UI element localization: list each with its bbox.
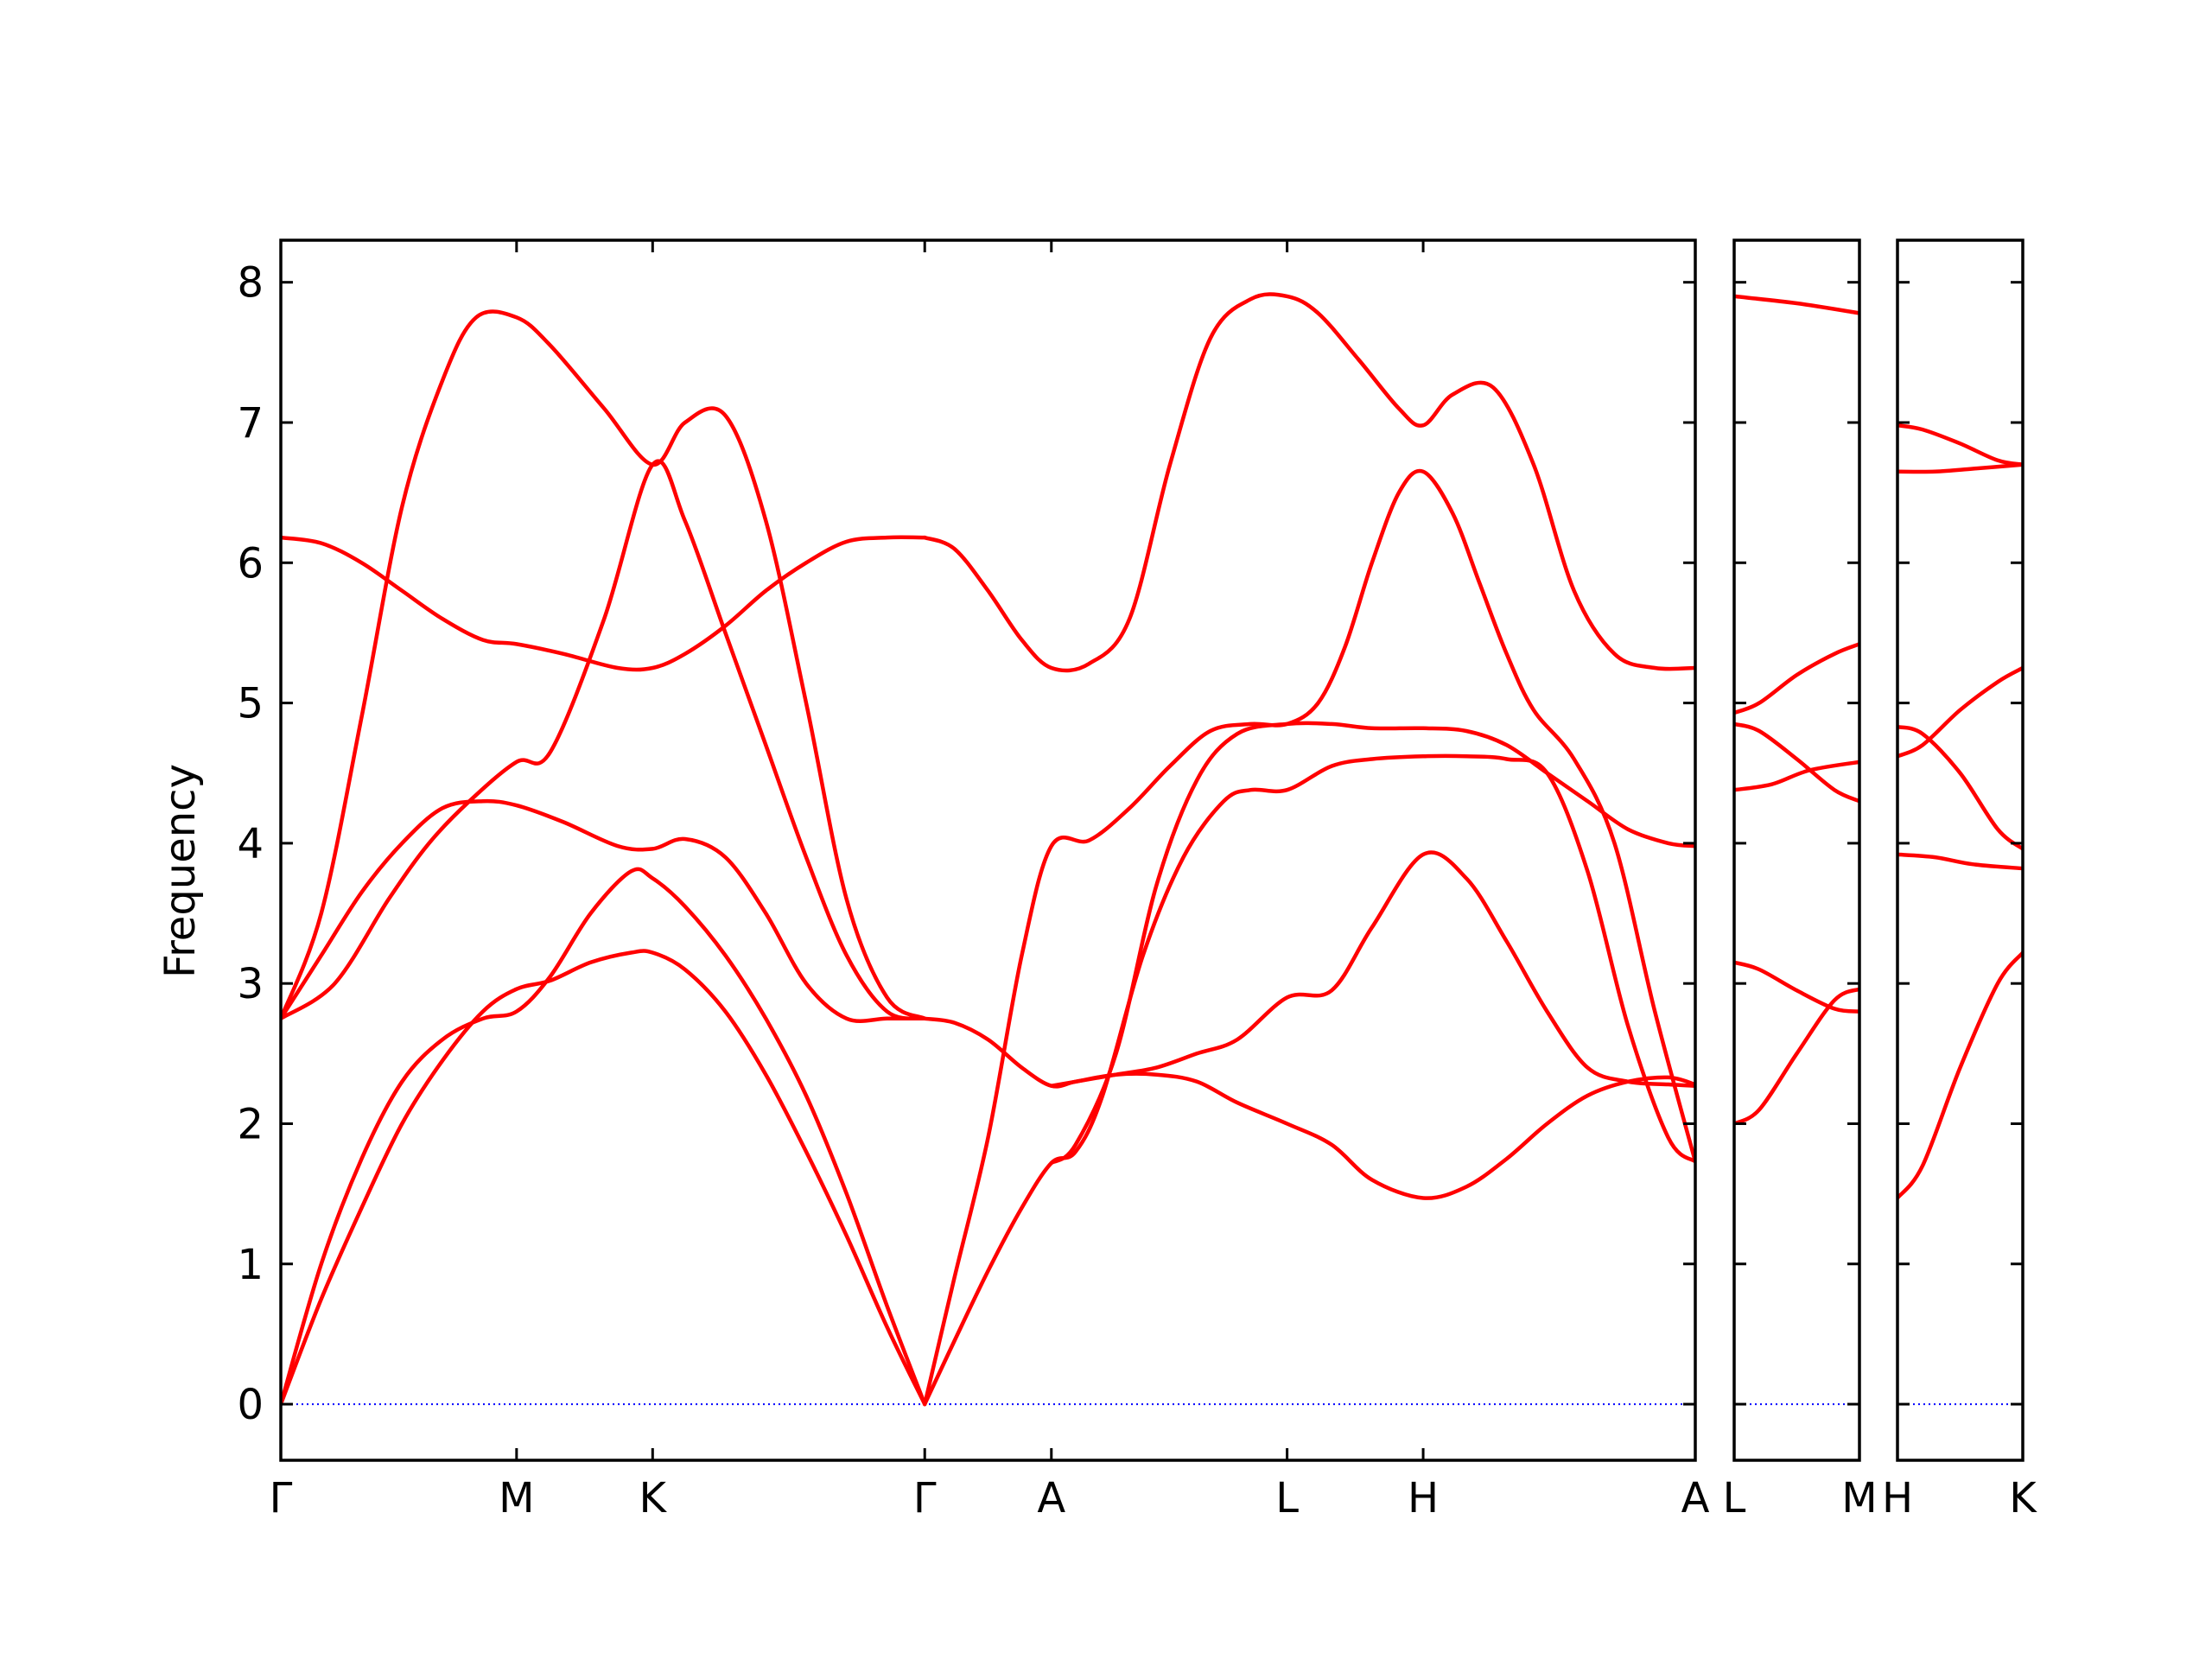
y-tick-label: 3 [237,960,264,1008]
y-tick-label: 8 [237,259,264,308]
band-line [1897,724,2023,851]
x-tick-label: A [1037,1474,1065,1522]
band-line [1897,665,2023,759]
x-tick-label: Γ [270,1474,293,1522]
band-line [281,949,927,1407]
x-tick-label: H [1408,1474,1439,1522]
band-line [1049,721,1695,1166]
band-line [922,850,1695,1089]
panel-frame [279,238,1697,1462]
band-line [1734,721,1859,804]
band-line [281,459,927,1021]
band-line [922,753,1695,1407]
x-tick-label: H [1882,1474,1913,1522]
band-line [1734,642,1859,715]
band-line [1897,852,2023,871]
band-lines [281,292,1695,1407]
x-tick-label: Γ [913,1474,937,1522]
y-axis-label: Frequency [156,764,205,978]
panel-main: 0 1 2 3 4 5 6 7 8 Γ M K Γ A L H A [237,238,1710,1522]
y-tick-label: 2 [237,1100,264,1148]
x-tick-label: M [499,1474,534,1522]
panel-frame [1896,238,2024,1462]
band-line [281,535,927,672]
y-tick-label: 1 [237,1241,264,1289]
band-line [1049,1071,1695,1200]
x-tick-label: K [639,1474,668,1522]
x-tick-label: L [1723,1474,1746,1522]
y-tick-label: 7 [237,399,264,448]
x-tick-label: M [1841,1474,1877,1522]
band-line [1734,760,1859,792]
band-lines [1734,294,1859,1126]
band-line [1734,294,1859,315]
band-line [281,798,927,1023]
y-tick-label: 0 [237,1381,264,1429]
band-line [1897,423,2023,467]
y-tick-label: 5 [237,680,264,728]
x-tick-label: A [1681,1474,1710,1522]
y-tick-label: 4 [237,820,264,868]
band-line [281,309,927,1021]
x-tick-label: K [2009,1474,2037,1522]
band-line [922,292,1695,673]
band-line [1734,960,1859,1014]
band-line [1897,950,2023,1200]
panel-frame [1732,238,1861,1462]
band-line [922,468,1695,1407]
band-line [281,867,927,1407]
x-tick-label: L [1275,1474,1299,1522]
band-lines [1897,423,2023,1200]
band-line [1734,987,1859,1126]
band-line [1897,462,2023,474]
y-tick-label: 6 [237,539,264,588]
